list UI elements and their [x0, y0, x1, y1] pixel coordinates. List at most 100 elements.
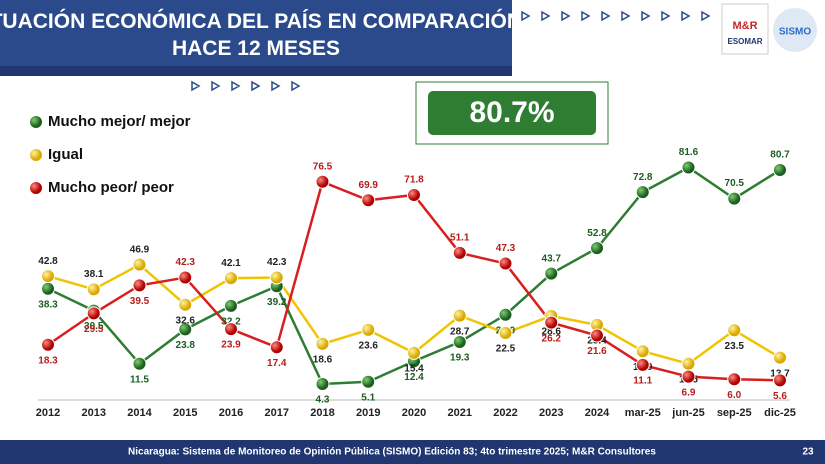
legend-marker — [29, 115, 43, 129]
data-label: 23.8 — [176, 340, 196, 351]
marker — [498, 326, 513, 340]
x-tick-label: 2017 — [265, 407, 289, 419]
marker — [407, 345, 421, 360]
data-label: 42.1 — [221, 258, 241, 269]
chart-title: SITUACIÓN ECONÓMICA DEL PAÍS EN COMPARAC… — [0, 9, 542, 60]
legend-label: Mucho peor/ peor — [48, 179, 174, 196]
data-label: 80.7 — [770, 150, 790, 161]
x-tick-label: 2018 — [310, 407, 334, 419]
marker — [41, 281, 55, 296]
footer-source: Nicaragua: Sistema de Monitoreo de Opini… — [128, 447, 656, 458]
marker — [315, 336, 330, 351]
data-label: 32.6 — [176, 315, 196, 326]
marker — [727, 323, 742, 338]
marker — [452, 245, 467, 260]
page-number: 23 — [802, 447, 814, 458]
marker — [544, 315, 559, 330]
marker — [315, 174, 330, 189]
marker — [498, 256, 513, 271]
marker — [361, 374, 376, 389]
data-label: 51.1 — [450, 233, 470, 244]
data-label: 42.3 — [267, 257, 287, 268]
x-tick-label: 2012 — [36, 407, 60, 419]
legend-label: Igual — [48, 146, 83, 163]
title-bar — [0, 0, 512, 76]
data-label: 4.3 — [316, 395, 330, 406]
data-label: 11.5 — [130, 374, 149, 385]
x-tick-label: 2022 — [493, 407, 517, 419]
x-tick-label: 2015 — [173, 407, 197, 419]
marker — [773, 350, 787, 365]
legend-marker — [29, 148, 43, 162]
data-label: 17.4 — [267, 358, 287, 369]
highlight-value: 80.7% — [469, 96, 554, 129]
data-label: 6.0 — [727, 390, 741, 401]
x-tick-label: 2014 — [127, 407, 152, 419]
data-label: 21.6 — [587, 346, 607, 357]
footer-bar — [0, 440, 825, 464]
marker — [727, 372, 742, 387]
data-label: 42.3 — [176, 257, 196, 268]
x-tick-label: jun-25 — [671, 407, 704, 419]
marker — [773, 373, 787, 388]
data-label: 5.6 — [773, 391, 787, 402]
marker — [224, 271, 238, 286]
data-label: 81.6 — [679, 147, 699, 158]
marker — [681, 160, 696, 175]
x-tick-label: 2020 — [402, 407, 426, 419]
data-label: 22.5 — [496, 344, 516, 355]
x-tick-label: 2016 — [219, 407, 243, 419]
marker — [361, 322, 376, 337]
data-label: 28.6 — [542, 327, 562, 338]
marker — [315, 376, 330, 391]
marker — [86, 306, 101, 321]
marker — [635, 344, 650, 359]
data-label: 52.8 — [587, 228, 607, 239]
marker — [590, 241, 604, 256]
data-label: 15.4 — [404, 364, 424, 375]
data-label: 71.8 — [404, 175, 424, 186]
data-label: 47.3 — [496, 243, 516, 254]
data-label: 43.7 — [542, 253, 562, 264]
data-label: 39.5 — [130, 296, 150, 307]
marker — [86, 282, 101, 297]
logo-text: ESOMAR — [727, 37, 762, 46]
marker — [224, 298, 238, 313]
marker — [132, 278, 147, 293]
data-label: 39.2 — [267, 297, 287, 308]
marker — [41, 269, 55, 284]
data-label: 26.2 — [542, 333, 562, 344]
data-label: 18.6 — [313, 355, 333, 366]
marker — [681, 356, 696, 371]
data-label: 12.4 — [404, 372, 424, 383]
data-label: 23.5 — [725, 341, 745, 352]
marker — [544, 266, 559, 281]
x-tick-label: 2023 — [539, 407, 563, 419]
highlight-box — [428, 91, 596, 135]
logo-box — [721, 3, 769, 55]
data-label: 76.5 — [313, 161, 333, 172]
marker — [635, 185, 650, 200]
marker — [132, 257, 147, 272]
data-label: 19.3 — [450, 353, 470, 364]
x-tick-label: dic-25 — [764, 407, 796, 419]
legend-marker — [29, 181, 43, 195]
data-label: 23.9 — [221, 340, 241, 351]
data-label: 70.5 — [725, 178, 745, 189]
data-label: 6.9 — [682, 387, 696, 398]
x-tick-label: 2021 — [448, 407, 472, 419]
marker — [498, 307, 513, 322]
marker — [224, 322, 238, 337]
data-label: 5.1 — [361, 392, 375, 403]
marker — [407, 187, 421, 202]
x-tick-label: 2024 — [585, 407, 610, 419]
decor-triangles — [191, 10, 711, 92]
marker — [773, 163, 787, 178]
marker — [178, 322, 193, 337]
marker — [635, 357, 650, 372]
x-tick-label: sep-25 — [717, 407, 752, 419]
data-label: 30.5 — [84, 321, 104, 332]
